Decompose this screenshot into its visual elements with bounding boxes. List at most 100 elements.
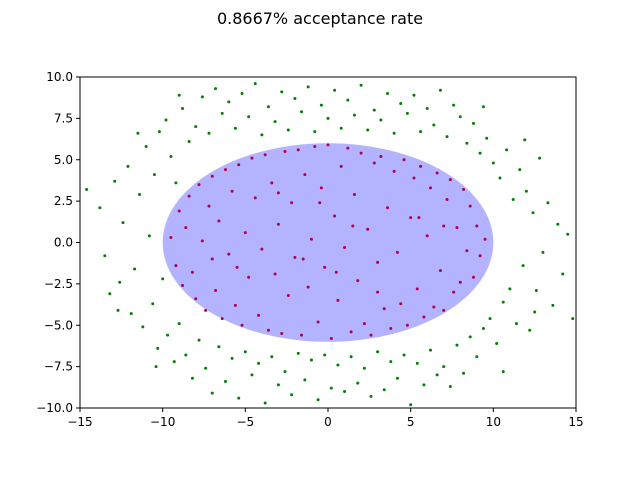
rejected-point (448, 384, 452, 388)
y-tick-label: −10.0 (36, 401, 73, 415)
rejected-point (386, 92, 390, 96)
accepted-point (422, 315, 426, 319)
rejected-point (485, 136, 489, 140)
rejected-point (501, 370, 505, 374)
y-tick-label: 5.0 (54, 153, 73, 167)
rejected-point (276, 383, 280, 387)
rejected-point (432, 123, 436, 127)
accepted-point (190, 270, 194, 274)
rejected-point (223, 380, 227, 384)
x-tick-label: 5 (407, 415, 415, 429)
rejected-point (177, 322, 181, 326)
rejected-point (382, 388, 386, 392)
accepted-point (333, 214, 337, 218)
rejected-point (458, 115, 462, 119)
rejected-point (306, 85, 310, 89)
rejected-point (214, 87, 218, 91)
rejected-point (422, 383, 426, 387)
accepted-point (409, 216, 413, 220)
rejected-point (452, 103, 456, 107)
rejected-point (521, 264, 525, 268)
accepted-point (452, 290, 456, 294)
accepted-point (419, 164, 423, 168)
rejected-point (343, 389, 347, 393)
accepted-point (445, 197, 449, 201)
rejected-point (531, 211, 535, 215)
rejected-point (309, 358, 313, 362)
rejected-point (172, 360, 176, 364)
rejected-point (181, 106, 185, 110)
rejected-point (253, 82, 257, 86)
accepted-point (283, 149, 287, 153)
rejected-point (346, 98, 350, 102)
y-tick-label: −7.5 (44, 360, 73, 374)
acceptance-region (162, 143, 494, 342)
accepted-point (442, 224, 446, 228)
accepted-point (346, 146, 350, 150)
accepted-point (429, 186, 433, 190)
accepted-point (339, 164, 343, 168)
rejected-point (491, 161, 495, 165)
rejected-point (157, 130, 161, 134)
accepted-point (286, 293, 290, 297)
rejected-point (518, 168, 522, 172)
rejected-point (409, 403, 413, 407)
rejected-point (174, 181, 178, 185)
rejected-point (113, 179, 117, 183)
rejected-point (495, 341, 499, 345)
rejected-point (405, 111, 409, 115)
rejected-point (286, 128, 290, 132)
rejected-point (339, 126, 343, 130)
accepted-point (253, 196, 257, 200)
rejected-point (266, 105, 270, 109)
accepted-point (270, 181, 274, 185)
accepted-point (280, 332, 284, 336)
rejected-point (194, 125, 198, 129)
accepted-point (210, 257, 214, 261)
accepted-point (359, 151, 363, 155)
rejected-point (190, 376, 194, 380)
accepted-point (306, 285, 310, 289)
accepted-point (395, 250, 399, 254)
accepted-point (379, 154, 383, 158)
rejected-point (475, 355, 479, 359)
accepted-point (382, 307, 386, 311)
rejected-point (323, 353, 327, 357)
rejected-point (356, 381, 360, 385)
accepted-point (462, 188, 466, 192)
accepted-point (204, 308, 208, 312)
rejected-point (465, 141, 469, 145)
rejected-point (233, 126, 237, 130)
accepted-point (432, 305, 436, 309)
accepted-point (329, 336, 333, 340)
accepted-point (303, 173, 307, 177)
x-tick-label: 15 (568, 415, 583, 429)
plot-area (85, 82, 575, 407)
accepted-point (376, 260, 380, 264)
rejected-point (399, 101, 403, 105)
rejected-point (230, 356, 234, 360)
accepted-point (386, 206, 390, 210)
rejected-point (187, 140, 191, 144)
rejected-point (204, 366, 208, 370)
y-axis: −10.0 −7.5 −5.0 −2.5 0.0 2.5 5.0 7.5 10.0 (36, 70, 80, 415)
accepted-point (471, 275, 475, 279)
y-tick-label: −5.0 (44, 318, 73, 332)
rejected-point (316, 398, 320, 402)
rejected-point (455, 343, 459, 347)
rejected-point (257, 361, 261, 365)
accepted-point (235, 265, 239, 269)
accepted-point (458, 280, 462, 284)
accepted-point (465, 249, 469, 253)
accepted-point (399, 302, 403, 306)
rejected-point (156, 346, 160, 350)
accepted-point (276, 191, 280, 195)
accepted-point (220, 317, 224, 321)
rejected-point (508, 287, 512, 291)
accepted-point (214, 288, 218, 292)
rejected-point (438, 88, 442, 92)
rejected-point (533, 310, 537, 314)
x-tick-label: −10 (150, 415, 175, 429)
accepted-point (301, 257, 305, 261)
rejected-point (514, 322, 518, 326)
